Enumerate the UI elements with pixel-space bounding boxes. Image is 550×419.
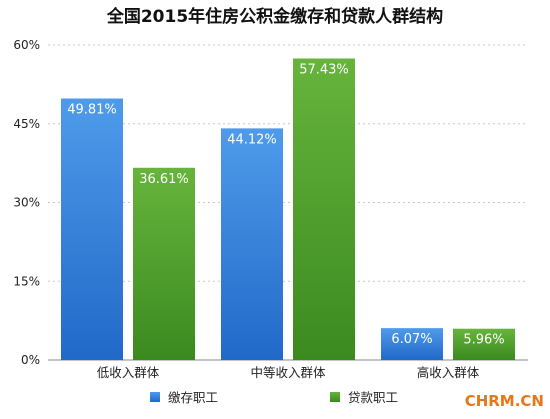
data-label: 6.07%: [391, 332, 432, 347]
legend-label: 贷款职工: [348, 390, 398, 405]
category-label: 低收入群体: [97, 365, 160, 380]
y-tick-label: 60%: [13, 38, 40, 52]
bar: [133, 167, 195, 360]
y-tick-label: 0%: [21, 353, 40, 367]
category-label: 高收入群体: [417, 365, 480, 380]
y-tick-label: 45%: [13, 117, 40, 131]
y-tick-label: 30%: [13, 196, 40, 210]
data-label: 44.12%: [227, 132, 277, 147]
legend-label: 缴存职工: [168, 390, 218, 405]
data-label: 5.96%: [463, 333, 504, 348]
bar: [293, 58, 355, 361]
legend-swatch: [330, 392, 340, 402]
bar: [61, 98, 123, 360]
bar: [221, 128, 283, 360]
data-label: 49.81%: [67, 102, 117, 117]
category-label: 中等收入群体: [250, 365, 326, 380]
data-labels: 49.81% 36.61% 44.12% 57.43% 6.07% 5.96%: [67, 62, 504, 347]
y-tick-label: 15%: [13, 274, 40, 288]
bar: [453, 328, 515, 360]
chart-title: 全国2015年住房公积金缴存和贷款人群结构: [106, 6, 443, 27]
y-axis: 0% 15% 30% 45% 60%: [13, 38, 528, 367]
grid: [48, 44, 528, 282]
bars: [61, 58, 515, 361]
legend-swatch: [150, 392, 160, 402]
data-label: 36.61%: [139, 172, 189, 187]
legend: 缴存职工 贷款职工: [150, 390, 398, 405]
x-axis: 低收入群体 中等收入群体 高收入群体: [97, 365, 480, 380]
watermark: CHRM.CN: [465, 392, 544, 410]
data-label: 57.43%: [299, 62, 349, 77]
bar: [381, 328, 443, 360]
